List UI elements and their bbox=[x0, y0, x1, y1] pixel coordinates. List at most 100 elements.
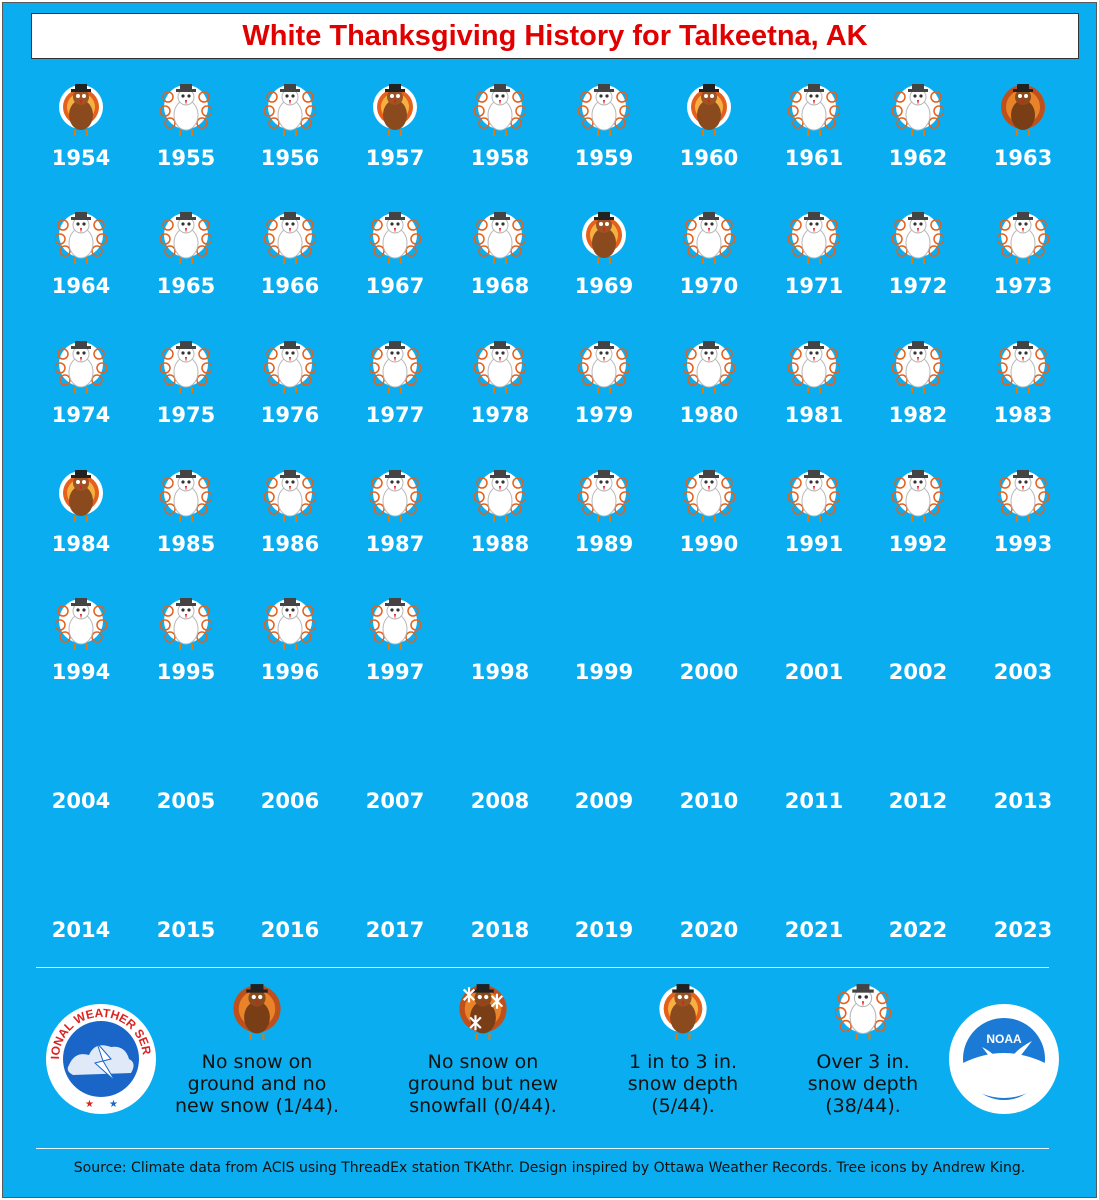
turkey-icon-over3 bbox=[264, 341, 316, 393]
year-cell-1960: 1960 bbox=[657, 83, 761, 203]
year-label: 2014 bbox=[51, 918, 111, 942]
divider-bottom bbox=[36, 1148, 1049, 1149]
year-cell-2010: 2010 bbox=[657, 726, 761, 846]
turkey-icon-over3 bbox=[55, 212, 107, 264]
turkey-icon-over3 bbox=[369, 598, 421, 650]
turkey-icon-over3 bbox=[997, 470, 1049, 522]
year-label: 2002 bbox=[888, 660, 948, 684]
year-grid: 1954 1955 1956 1957 1958 1959 1960 1961 1962 1963… bbox=[3, 3, 1096, 963]
svg-text:★: ★ bbox=[85, 1099, 94, 1110]
legend-turkey-icon bbox=[659, 984, 707, 1040]
turkey-icon-over3 bbox=[788, 84, 840, 136]
year-label: 1994 bbox=[51, 660, 111, 684]
turkey-icon-over3 bbox=[160, 84, 212, 136]
year-cell-1979: 1979 bbox=[552, 340, 656, 460]
year-cell-1970: 1970 bbox=[657, 211, 761, 331]
turkey-icon-over3 bbox=[474, 212, 526, 264]
year-label: 2013 bbox=[993, 789, 1053, 813]
year-label: 1977 bbox=[365, 403, 425, 427]
turkey-icon-over3 bbox=[160, 470, 212, 522]
year-cell-2008: 2008 bbox=[448, 726, 552, 846]
year-label: 2000 bbox=[679, 660, 739, 684]
year-cell-1969: 1969 bbox=[552, 211, 656, 331]
year-label: 2008 bbox=[470, 789, 530, 813]
year-cell-1991: 1991 bbox=[762, 469, 866, 589]
year-cell-1962: 1962 bbox=[866, 83, 970, 203]
year-cell-1986: 1986 bbox=[238, 469, 342, 589]
legend-label-line: No snow on bbox=[427, 1051, 539, 1073]
legend-label-line: new snow (1/44). bbox=[175, 1095, 339, 1117]
year-cell-1955: 1955 bbox=[134, 83, 238, 203]
year-cell-2019: 2019 bbox=[552, 855, 656, 975]
legend-label-line: snow depth bbox=[807, 1073, 919, 1095]
year-label: 1981 bbox=[784, 403, 844, 427]
year-label: 1983 bbox=[993, 403, 1053, 427]
turkey-icon-1to3 bbox=[582, 212, 626, 264]
svg-text:★: ★ bbox=[109, 1099, 118, 1110]
turkey-icon-over3 bbox=[264, 212, 316, 264]
year-cell-2013: 2013 bbox=[971, 726, 1075, 846]
legend-label-line: ground but new bbox=[407, 1073, 559, 1095]
turkey-icon-over3 bbox=[892, 84, 944, 136]
year-cell-1980: 1980 bbox=[657, 340, 761, 460]
turkey-icon-over3 bbox=[160, 212, 212, 264]
turkey-icon-1to3 bbox=[373, 84, 417, 136]
turkey-icon-1to3 bbox=[687, 84, 731, 136]
year-cell-1994: 1994 bbox=[29, 597, 133, 717]
year-cell-2021: 2021 bbox=[762, 855, 866, 975]
legend-turkey-icon bbox=[835, 984, 891, 1040]
year-label: 2022 bbox=[888, 918, 948, 942]
year-cell-1966: 1966 bbox=[238, 211, 342, 331]
year-cell-1998: 1998 bbox=[448, 597, 552, 717]
turkey-icon-over3 bbox=[892, 470, 944, 522]
turkey-icon-over3 bbox=[160, 341, 212, 393]
year-cell-1999: 1999 bbox=[552, 597, 656, 717]
year-label: 1989 bbox=[574, 532, 634, 556]
legend-label-line: snowfall (0/44). bbox=[409, 1095, 557, 1117]
year-label: 2007 bbox=[365, 789, 425, 813]
year-cell-1988: 1988 bbox=[448, 469, 552, 589]
year-label: 2001 bbox=[784, 660, 844, 684]
year-cell-1990: 1990 bbox=[657, 469, 761, 589]
year-label: 1984 bbox=[51, 532, 111, 556]
year-label: 1974 bbox=[51, 403, 111, 427]
source-note: Source: Climate data from ACIS using Thr… bbox=[73, 1160, 1026, 1176]
legend-label-line: snow depth bbox=[627, 1073, 739, 1095]
turkey-icon-over3 bbox=[474, 470, 526, 522]
year-label: 2021 bbox=[784, 918, 844, 942]
turkey-icon-over3 bbox=[892, 212, 944, 264]
legend-label-line: (5/44). bbox=[651, 1095, 715, 1117]
year-cell-1958: 1958 bbox=[448, 83, 552, 203]
year-cell-1974: 1974 bbox=[29, 340, 133, 460]
legend-label-line: Over 3 in. bbox=[816, 1051, 910, 1073]
year-cell-1968: 1968 bbox=[448, 211, 552, 331]
year-label: 1980 bbox=[679, 403, 739, 427]
legend-item-new_snow: No snow on ground but new snowfall (0/44). bbox=[383, 983, 583, 1117]
legend-label-line: 1 in to 3 in. bbox=[628, 1051, 738, 1073]
year-label: 2004 bbox=[51, 789, 111, 813]
year-label: 2003 bbox=[993, 660, 1053, 684]
year-label: 1971 bbox=[784, 274, 844, 298]
year-cell-1995: 1995 bbox=[134, 597, 238, 717]
turkey-icon-over3 bbox=[788, 212, 840, 264]
year-label: 2009 bbox=[574, 789, 634, 813]
year-cell-2011: 2011 bbox=[762, 726, 866, 846]
year-label: 1969 bbox=[574, 274, 634, 298]
year-label: 1962 bbox=[888, 146, 948, 170]
divider-top bbox=[36, 967, 1049, 968]
turkey-icon-over3 bbox=[55, 598, 107, 650]
year-cell-1972: 1972 bbox=[866, 211, 970, 331]
turkey-icon-over3 bbox=[578, 470, 630, 522]
year-label: 2010 bbox=[679, 789, 739, 813]
turkey-icon-over3 bbox=[683, 212, 735, 264]
turkey-icon-1to3 bbox=[59, 470, 103, 522]
year-cell-2001: 2001 bbox=[762, 597, 866, 717]
year-cell-2009: 2009 bbox=[552, 726, 656, 846]
year-cell-1957: 1957 bbox=[343, 83, 447, 203]
year-label: 1964 bbox=[51, 274, 111, 298]
year-label: 1996 bbox=[260, 660, 320, 684]
turkey-icon-over3 bbox=[264, 84, 316, 136]
year-label: 1966 bbox=[260, 274, 320, 298]
year-label: 2019 bbox=[574, 918, 634, 942]
year-label: 1954 bbox=[51, 146, 111, 170]
